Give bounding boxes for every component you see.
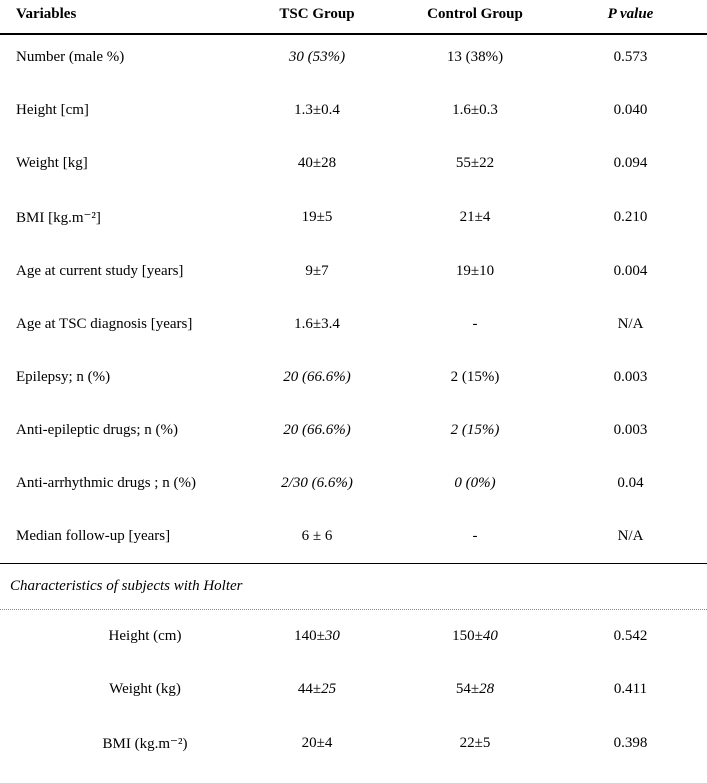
cell-label: Age at TSC diagnosis [years] — [0, 298, 238, 351]
cell-tsc: 20±4 — [238, 716, 396, 753]
cell-tsc: 20 (66.6%) — [238, 351, 396, 404]
cell-control: 1.6±0.3 — [396, 84, 554, 137]
cell-label: BMI [kg.m⁻²] — [0, 190, 238, 245]
cell-tsc: 140±30 — [238, 610, 396, 663]
characteristics-table: Variables TSC Group Control Group P valu… — [0, 0, 707, 753]
cell-control: 13 (38%) — [396, 34, 554, 84]
table-row: BMI [kg.m⁻²] 19±5 21±4 0.210 — [0, 190, 707, 245]
cell-control: 2 (15%) — [396, 351, 554, 404]
cell-control: - — [396, 298, 554, 351]
cell-tsc: 40±28 — [238, 137, 396, 190]
value-sd: 30 — [325, 628, 340, 644]
table-row: BMI (kg.m⁻²) 20±4 22±5 0.398 — [0, 716, 707, 753]
cell-control: 150±40 — [396, 610, 554, 663]
cell-label: Height (cm) — [0, 610, 238, 663]
cell-label: Anti-epileptic drugs; n (%) — [0, 404, 238, 457]
cell-tsc: 9±7 — [238, 245, 396, 298]
cell-label: Height [cm] — [0, 84, 238, 137]
cell-pvalue: 0.398 — [554, 716, 707, 753]
value-prefix: 150± — [452, 628, 483, 644]
cell-label: Weight [kg] — [0, 137, 238, 190]
cell-pvalue: N/A — [554, 298, 707, 351]
section-header-row: Characteristics of subjects with Holter — [0, 564, 707, 611]
cell-tsc: 6 ± 6 — [238, 510, 396, 564]
cell-pvalue: N/A — [554, 510, 707, 564]
cell-pvalue: 0.542 — [554, 610, 707, 663]
cell-control: 55±22 — [396, 137, 554, 190]
table-row: Age at current study [years] 9±7 19±10 0… — [0, 245, 707, 298]
cell-pvalue: 0.094 — [554, 137, 707, 190]
value-sd: 25 — [321, 681, 336, 697]
table-row: Anti-arrhythmic drugs ; n (%) 2/30 (6.6%… — [0, 457, 707, 510]
cell-tsc: 30 (53%) — [238, 34, 396, 84]
cell-pvalue: 0.003 — [554, 404, 707, 457]
cell-tsc: 1.3±0.4 — [238, 84, 396, 137]
cell-control: 22±5 — [396, 716, 554, 753]
value-sd: 28 — [479, 681, 494, 697]
table-row: Epilepsy; n (%) 20 (66.6%) 2 (15%) 0.003 — [0, 351, 707, 404]
cell-control: 21±4 — [396, 190, 554, 245]
table-header-row: Variables TSC Group Control Group P valu… — [0, 0, 707, 34]
value-prefix: 44± — [298, 681, 321, 697]
cell-label: Epilepsy; n (%) — [0, 351, 238, 404]
value-sd: 40 — [483, 628, 498, 644]
cell-label: Age at current study [years] — [0, 245, 238, 298]
table-row: Height [cm] 1.3±0.4 1.6±0.3 0.040 — [0, 84, 707, 137]
cell-pvalue: 0.573 — [554, 34, 707, 84]
cell-pvalue: 0.04 — [554, 457, 707, 510]
cell-tsc: 44±25 — [238, 663, 396, 716]
cell-tsc: 20 (66.6%) — [238, 404, 396, 457]
table-row: Age at TSC diagnosis [years] 1.6±3.4 - N… — [0, 298, 707, 351]
cell-tsc: 1.6±3.4 — [238, 298, 396, 351]
table-row: Number (male %) 30 (53%) 13 (38%) 0.573 — [0, 34, 707, 84]
cell-label: Anti-arrhythmic drugs ; n (%) — [0, 457, 238, 510]
header-pvalue: P value — [554, 0, 707, 34]
header-control: Control Group — [396, 0, 554, 34]
cell-pvalue: 0.411 — [554, 663, 707, 716]
cell-pvalue: 0.040 — [554, 84, 707, 137]
cell-pvalue: 0.004 — [554, 245, 707, 298]
table-row: Weight (kg) 44±25 54±28 0.411 — [0, 663, 707, 716]
cell-label: BMI (kg.m⁻²) — [0, 716, 238, 753]
cell-tsc: 2/30 (6.6%) — [238, 457, 396, 510]
cell-control: 0 (0%) — [396, 457, 554, 510]
cell-label: Median follow-up [years] — [0, 510, 238, 564]
section-title: Characteristics of subjects with Holter — [0, 564, 707, 610]
header-variables: Variables — [0, 0, 238, 34]
cell-control: 19±10 — [396, 245, 554, 298]
value-prefix: 140± — [294, 628, 325, 644]
cell-label: Number (male %) — [0, 34, 238, 84]
cell-label: Weight (kg) — [0, 663, 238, 716]
cell-pvalue: 0.210 — [554, 190, 707, 245]
table-row: Anti-epileptic drugs; n (%) 20 (66.6%) 2… — [0, 404, 707, 457]
header-tsc: TSC Group — [238, 0, 396, 34]
cell-pvalue: 0.003 — [554, 351, 707, 404]
cell-control: 2 (15%) — [396, 404, 554, 457]
table-row: Weight [kg] 40±28 55±22 0.094 — [0, 137, 707, 190]
value-prefix: 54± — [456, 681, 479, 697]
cell-control: - — [396, 510, 554, 564]
table-row: Median follow-up [years] 6 ± 6 - N/A — [0, 510, 707, 564]
cell-tsc: 19±5 — [238, 190, 396, 245]
cell-control: 54±28 — [396, 663, 554, 716]
table-row: Height (cm) 140±30 150±40 0.542 — [0, 610, 707, 663]
